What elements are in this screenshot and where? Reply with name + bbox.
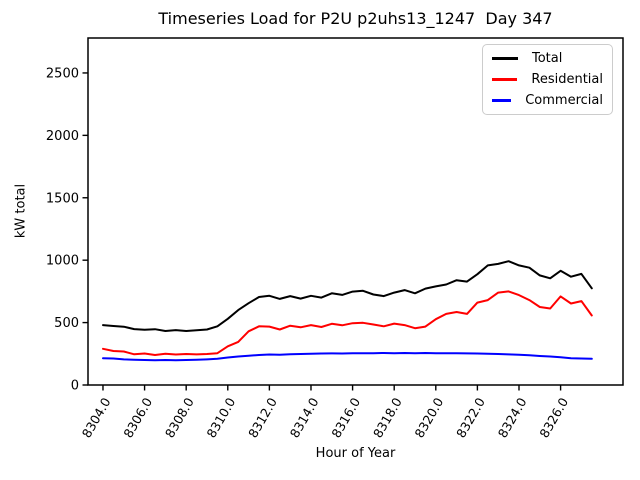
- x-tick-label: 8320.0: [412, 395, 447, 440]
- chart-title: Timeseries Load for P2U p2uhs13_1247 Day…: [158, 9, 553, 28]
- legend-entry-total: Total: [492, 51, 603, 67]
- x-tick-label: 8314.0: [287, 395, 322, 440]
- legend-label-total: Total: [532, 50, 563, 66]
- y-tick-label: 500: [54, 316, 79, 331]
- data-lines: [102, 260, 593, 362]
- x-tick-label: 8310.0: [204, 395, 239, 440]
- y-tick-label: 2000: [46, 129, 79, 144]
- axes: [87, 37, 624, 386]
- commercial-line: [102, 352, 593, 362]
- y-tick-label: 1000: [46, 254, 79, 269]
- x-tick-label: 8326.0: [536, 395, 571, 440]
- residential-line: [102, 290, 593, 356]
- y-tick-label: 0: [71, 379, 79, 394]
- x-tick-label: 8308.0: [162, 395, 197, 440]
- axes-box: [87, 37, 624, 386]
- legend-label-commercial: Commercial: [525, 92, 603, 108]
- y-tick-label: 2500: [46, 66, 79, 81]
- legend-entry-commercial: Commercial: [492, 93, 603, 109]
- y-tick-label: 1500: [46, 191, 79, 206]
- x-tick-label: 8306.0: [120, 395, 155, 440]
- x-tick-label: 8312.0: [245, 395, 280, 440]
- legend: Total Residential Commercial: [482, 44, 613, 115]
- x-axis-label: Hour of Year: [315, 446, 396, 461]
- legend-sample-commercial: [492, 99, 512, 102]
- x-tick-label: 8324.0: [495, 395, 530, 440]
- x-tick-label: 8316.0: [328, 395, 363, 440]
- legend-label-residential: Residential: [531, 71, 603, 87]
- legend-sample-total: [492, 57, 518, 60]
- legend-sample-residential: [492, 78, 518, 81]
- x-tick-label: 8322.0: [453, 395, 488, 440]
- x-tick-label: 8318.0: [370, 395, 405, 440]
- x-tick-label: 8304.0: [79, 395, 114, 440]
- total-line: [102, 260, 593, 332]
- legend-entry-residential: Residential: [492, 72, 603, 88]
